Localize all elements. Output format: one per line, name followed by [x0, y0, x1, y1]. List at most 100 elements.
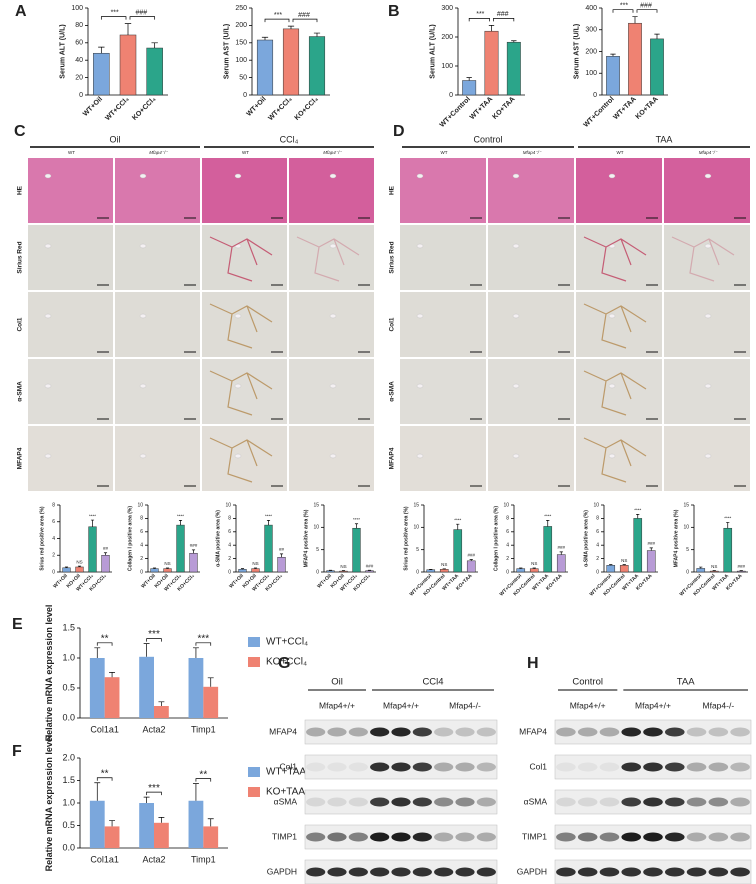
y-tick-label: 400 [585, 5, 597, 12]
blot-band [599, 727, 620, 737]
error-bar [178, 520, 183, 526]
blot-band [434, 727, 454, 737]
error-bar [77, 565, 82, 567]
significance-label: ** [101, 633, 109, 644]
legend-label: KO+TAA [266, 787, 305, 798]
blot-band [455, 832, 475, 842]
histology-image [400, 359, 486, 424]
fibrosis-septa [583, 370, 647, 416]
protein-label: Col1 [280, 761, 298, 771]
blot-band [306, 832, 326, 842]
significance-label: ### [366, 563, 374, 568]
row-label: Col1 [389, 317, 396, 331]
blot-band [556, 832, 576, 842]
histology-image [664, 292, 750, 357]
bar [606, 565, 616, 573]
vessel [44, 383, 52, 389]
error-bar [64, 566, 69, 568]
y-tick-label: 4 [596, 543, 599, 549]
histology-image [28, 158, 113, 223]
error-bar [511, 40, 517, 43]
blot-band [577, 797, 598, 807]
row-label: α-SMA [17, 381, 24, 402]
blot-band [577, 762, 598, 772]
significance-label: ### [647, 541, 655, 546]
vessel [608, 383, 616, 389]
blot-band [327, 762, 347, 772]
blot-band [391, 797, 411, 807]
blot-band [455, 797, 475, 807]
blot-band [370, 797, 390, 807]
histology-image [400, 426, 486, 491]
significance-label: **** [454, 517, 461, 522]
histology-image [576, 292, 662, 357]
x-tick-label: WT+CCl₄ [104, 96, 130, 122]
column-label: WT [68, 150, 75, 155]
histology-image [115, 158, 200, 223]
vessel [139, 383, 147, 389]
bar [462, 80, 477, 96]
y-tick-label: 0.0 [62, 712, 75, 722]
histology-image [576, 225, 662, 290]
bar [723, 527, 733, 573]
bar [606, 56, 620, 96]
error-bar [519, 567, 523, 569]
error-bar [488, 25, 495, 32]
blot-band [577, 867, 598, 877]
vessel [44, 313, 52, 319]
y-axis-label: Serum ALT (U/L) [430, 24, 437, 78]
y-tick-label: 0 [686, 569, 689, 575]
blot-band [556, 797, 576, 807]
blot-band [348, 727, 368, 737]
vessel [704, 173, 712, 179]
significance-label: NS [441, 562, 447, 567]
x-tick-label: KO+CCl₄ [131, 96, 157, 122]
error-bar [266, 520, 271, 526]
y-axis-label: Collagen I positive area (%) [127, 506, 133, 571]
bar [203, 826, 219, 848]
histology-image [400, 158, 486, 223]
y-tick-label: 10 [593, 502, 599, 508]
y-tick-label: 2 [506, 556, 509, 562]
histology-image [488, 292, 574, 357]
y-tick-label: 6 [52, 519, 55, 525]
y-tick-label: 8 [228, 516, 231, 522]
vessel [416, 243, 424, 249]
legend-swatch [248, 787, 260, 797]
y-tick-label: 5 [416, 547, 419, 553]
significance-bracket [146, 638, 162, 642]
significance-label: ** [199, 769, 207, 780]
bar [203, 686, 219, 718]
histology-image [488, 225, 574, 290]
y-tick-label: 10 [313, 525, 319, 531]
error-bar [726, 522, 730, 529]
blot-band [556, 762, 576, 772]
genotype-label: Mfap4+/+ [570, 700, 606, 710]
x-tick-label: Col1a1 [90, 724, 119, 734]
histology-image [576, 158, 662, 223]
group-label: Oil [110, 134, 121, 144]
significance-label: *** [148, 629, 160, 640]
blot-band [686, 797, 707, 807]
group-label: TAA [677, 677, 695, 688]
vessel [416, 383, 424, 389]
genotype-label: Mfap4+/+ [635, 700, 671, 710]
blot-band [599, 832, 620, 842]
panel-label: G [278, 655, 290, 672]
blot-band [708, 727, 729, 737]
column-label: Mfap4⁻/⁻ [699, 150, 718, 155]
significance-label: NS [164, 561, 170, 566]
significance-label: **** [724, 516, 731, 521]
y-axis-label: Collagen I positive area (%) [493, 506, 499, 571]
protein-label: αSMA [524, 796, 548, 806]
significance-label: ### [737, 564, 745, 569]
vessel [329, 453, 337, 459]
y-tick-label: 2 [228, 556, 231, 562]
bar [89, 800, 105, 848]
row-label: α-SMA [389, 381, 396, 402]
bar [104, 826, 120, 848]
significance-bracket [493, 18, 515, 22]
y-axis-label: Relative mRNA expression level [44, 605, 54, 742]
